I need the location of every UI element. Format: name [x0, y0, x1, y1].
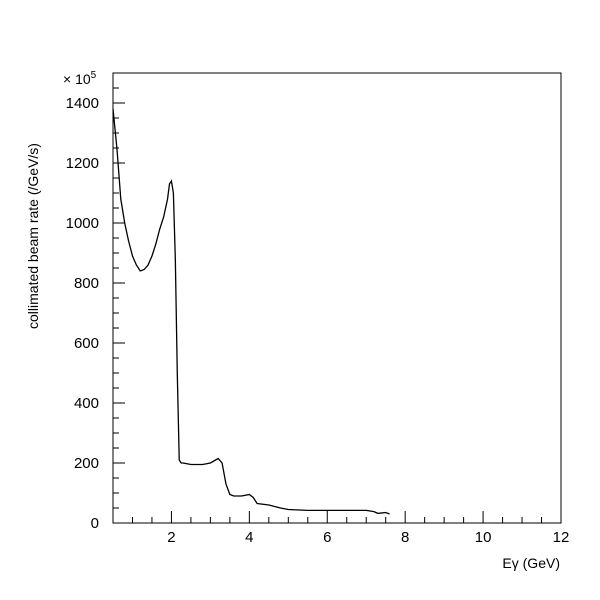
y-axis-ticks — [113, 72, 125, 524]
y-tick-label: 600 — [74, 335, 99, 352]
plot-frame — [112, 72, 562, 524]
y-tick-label: 800 — [74, 275, 99, 292]
x-tick-label: 8 — [401, 529, 409, 546]
x-tick-label: 12 — [553, 529, 570, 546]
y-tick-label: 400 — [74, 395, 99, 412]
x-tick-label: 4 — [245, 529, 253, 546]
y-tick-label: 1000 — [66, 215, 99, 232]
x-axis-tick-labels: 2 4 6 8 10 12 — [167, 529, 569, 546]
y-axis-multiplier: × 105 — [63, 70, 97, 87]
y-tick-label: 0 — [91, 515, 99, 532]
x-tick-label: 10 — [475, 529, 492, 546]
y-axis-title: collimated beam rate (/GeV/s) — [25, 143, 41, 329]
x-axis-ticks — [112, 511, 562, 523]
x-axis-title: Eγ (GeV) — [502, 555, 560, 571]
y-multiplier-base: × 10 — [63, 71, 91, 87]
y-tick-label: 1200 — [66, 155, 99, 172]
x-tick-label: 2 — [167, 529, 175, 546]
y-tick-label: 1400 — [66, 95, 99, 112]
y-multiplier-exponent: 5 — [91, 70, 97, 81]
y-tick-label: 200 — [74, 455, 99, 472]
x-tick-label: 6 — [323, 529, 331, 546]
series-line — [112, 108, 390, 515]
y-axis-tick-labels: 0 200 400 600 800 1000 1200 1400 — [66, 95, 99, 532]
